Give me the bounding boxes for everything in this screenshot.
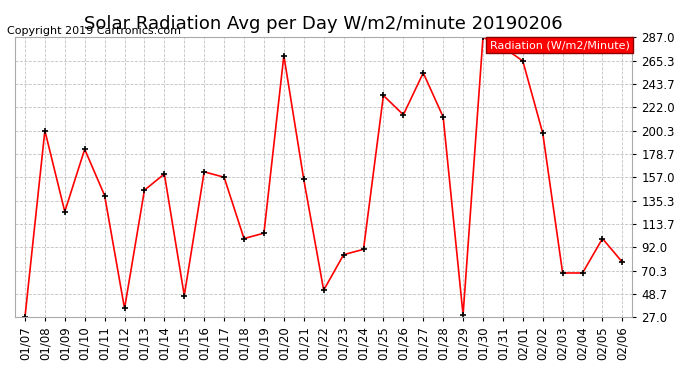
Title: Solar Radiation Avg per Day W/m2/minute 20190206: Solar Radiation Avg per Day W/m2/minute …: [84, 15, 563, 33]
Text: Radiation (W/m2/Minute): Radiation (W/m2/Minute): [490, 40, 629, 50]
Text: Copyright 2019 Cartronics.com: Copyright 2019 Cartronics.com: [7, 26, 181, 36]
